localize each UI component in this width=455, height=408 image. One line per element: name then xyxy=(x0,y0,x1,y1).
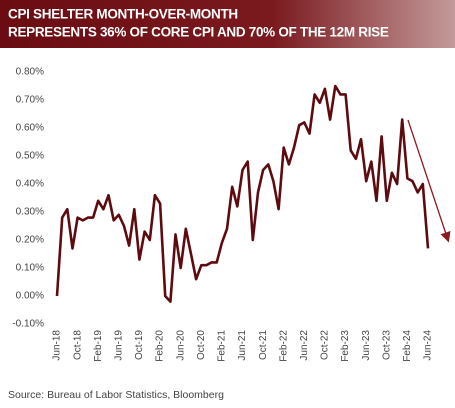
x-tick-label: Jun-22 xyxy=(299,330,310,361)
x-tick-label: Oct-18 xyxy=(72,330,83,360)
y-tick-label: 0.10% xyxy=(16,263,44,274)
x-tick-label: Jun-21 xyxy=(237,330,248,361)
x-tick-label: Jun-19 xyxy=(113,330,124,361)
chart-title: CPI SHELTER MONTH-OVER-MONTH xyxy=(8,7,238,22)
header-band xyxy=(0,0,455,48)
x-tick-label: Feb-24 xyxy=(402,330,413,362)
x-tick-label: Oct-23 xyxy=(381,330,392,360)
x-tick-label: Feb-23 xyxy=(340,330,351,362)
data-line xyxy=(55,84,430,303)
y-tick-label: 0.50% xyxy=(16,151,44,162)
y-tick-label: 0.00% xyxy=(16,291,44,302)
y-tick-label: 0.70% xyxy=(16,95,44,106)
x-tick-label: Feb-19 xyxy=(93,330,104,362)
x-tick-label: Feb-20 xyxy=(155,330,166,362)
x-tick-label: Jun-24 xyxy=(423,330,434,361)
x-tick-label: Oct-21 xyxy=(258,330,269,360)
x-tick-label: Oct-19 xyxy=(134,330,145,360)
y-tick-label: 0.60% xyxy=(16,123,44,134)
x-tick-label: Jun-20 xyxy=(175,330,186,361)
x-tick-label: Jun-18 xyxy=(52,330,63,361)
y-tick-label: -0.10% xyxy=(12,319,44,330)
x-tick-label: Jun-23 xyxy=(361,330,372,361)
x-tick-label: Feb-21 xyxy=(217,330,228,362)
trend-arrow xyxy=(407,119,451,243)
source-note: Source: Bureau of Labor Statistics, Bloo… xyxy=(8,389,224,401)
x-tick-label: Feb-22 xyxy=(278,330,289,362)
y-tick-label: 0.80% xyxy=(16,67,44,78)
chart-title: REPRESENTS 36% OF CORE CPI AND 70% OF TH… xyxy=(8,25,389,40)
y-tick-label: 0.30% xyxy=(16,207,44,218)
x-tick-label: Oct-20 xyxy=(196,330,207,360)
y-tick-label: 0.40% xyxy=(16,179,44,190)
y-tick-label: 0.20% xyxy=(16,235,44,246)
x-tick-label: Oct-22 xyxy=(320,330,331,360)
